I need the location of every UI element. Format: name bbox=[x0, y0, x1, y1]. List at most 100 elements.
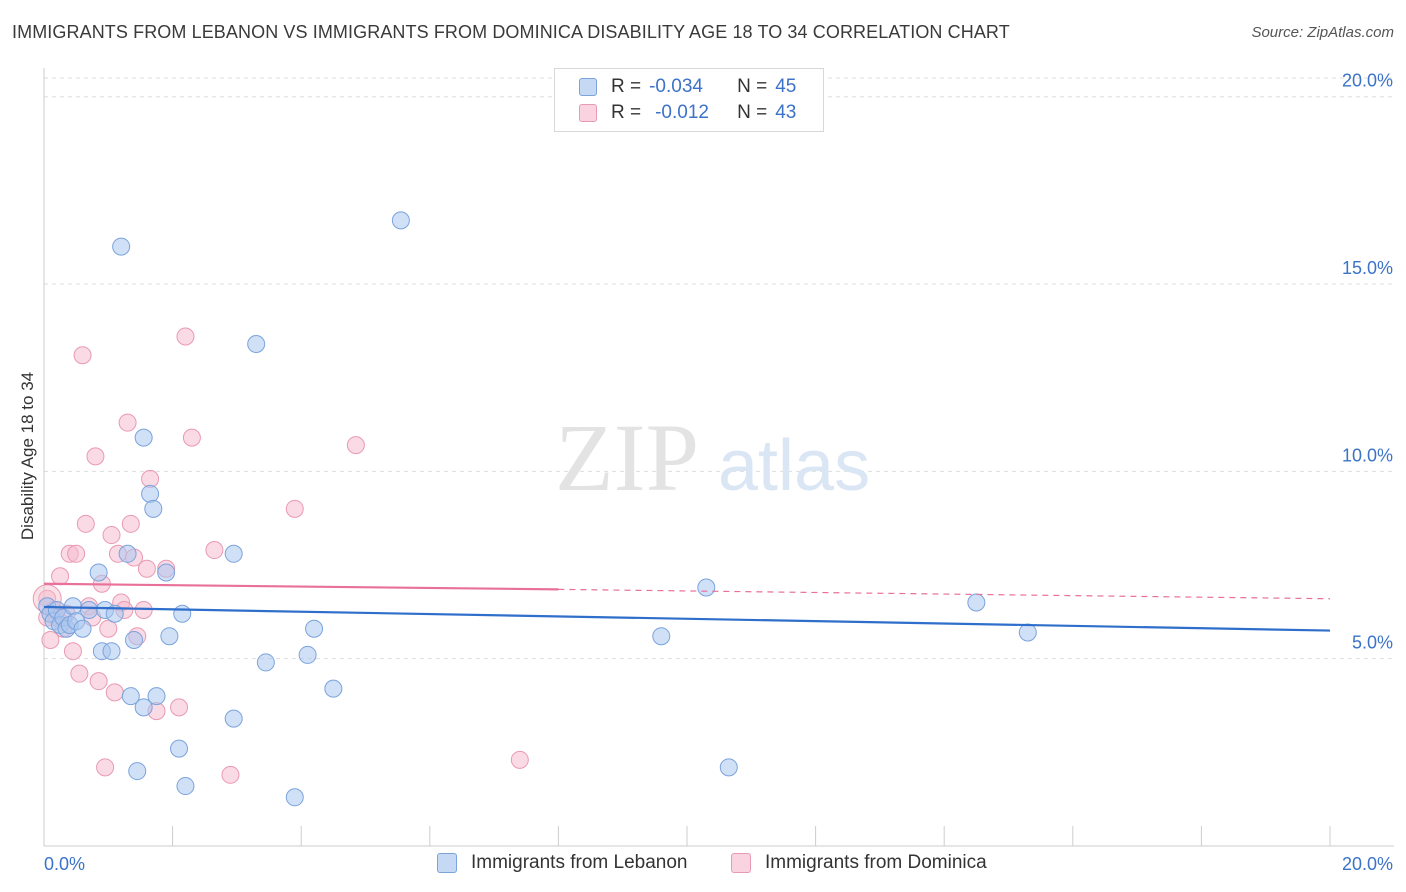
data-point-lebanon bbox=[170, 739, 189, 758]
data-point-lebanon bbox=[105, 604, 124, 623]
data-point-lebanon bbox=[112, 237, 131, 256]
lebanon-swatch bbox=[579, 78, 597, 96]
data-point-lebanon bbox=[134, 428, 153, 447]
r-value: -0.012 bbox=[655, 102, 709, 123]
axes bbox=[43, 68, 1394, 847]
data-point-dominica bbox=[285, 499, 304, 518]
data-point-dominica bbox=[221, 765, 240, 784]
data-point-lebanon bbox=[125, 630, 144, 649]
data-point-lebanon bbox=[224, 544, 243, 563]
legend-item-dominica[interactable]: Immigrants from Dominica bbox=[731, 852, 987, 874]
data-point-lebanon bbox=[89, 563, 108, 582]
n-label: N = bbox=[737, 76, 768, 97]
data-point-lebanon bbox=[391, 211, 410, 230]
data-point-dominica bbox=[67, 544, 86, 563]
series-dominica-points bbox=[32, 327, 529, 784]
x-tick-label: 0.0% bbox=[44, 854, 85, 874]
data-point-dominica bbox=[205, 541, 224, 560]
data-point-lebanon bbox=[147, 687, 166, 706]
data-point-lebanon bbox=[285, 788, 304, 807]
data-point-lebanon bbox=[305, 619, 324, 638]
source-label: Source: ZipAtlas.com bbox=[1251, 24, 1394, 41]
data-point-dominica bbox=[63, 642, 82, 661]
data-point-dominica bbox=[86, 447, 105, 466]
data-point-lebanon bbox=[967, 593, 986, 612]
data-point-dominica bbox=[346, 436, 365, 455]
n-value: 43 bbox=[775, 102, 797, 123]
y-tick-label: 10.0% bbox=[1342, 445, 1393, 465]
series-lebanon-points bbox=[38, 211, 1037, 807]
data-point-dominica bbox=[118, 413, 137, 432]
data-point-lebanon bbox=[176, 777, 195, 796]
data-point-lebanon bbox=[324, 679, 343, 698]
chart-legend: Immigrants from Lebanon Immigrants from … bbox=[0, 852, 1406, 876]
n-value: 45 bbox=[775, 76, 797, 97]
data-point-dominica bbox=[105, 683, 124, 702]
data-point-dominica bbox=[41, 630, 60, 649]
data-point-dominica bbox=[73, 346, 92, 365]
data-point-lebanon bbox=[247, 334, 266, 353]
data-point-lebanon bbox=[256, 653, 275, 672]
y-tick-label: 15.0% bbox=[1342, 258, 1393, 278]
data-point-lebanon bbox=[63, 597, 82, 616]
data-point-lebanon bbox=[157, 563, 176, 582]
data-point-lebanon bbox=[144, 499, 163, 518]
watermark-atlas: atlas bbox=[718, 426, 870, 506]
y-tick-label: 5.0% bbox=[1352, 633, 1393, 653]
r-label: R = bbox=[611, 102, 642, 123]
data-point-lebanon bbox=[141, 484, 160, 503]
data-point-lebanon bbox=[73, 619, 92, 638]
legend-swatch-dominica bbox=[731, 853, 751, 873]
legend-label-dominica: Immigrants from Dominica bbox=[765, 852, 987, 873]
data-point-lebanon bbox=[173, 604, 192, 623]
data-point-lebanon bbox=[697, 578, 716, 597]
trend-lines bbox=[43, 582, 1331, 632]
data-point-lebanon bbox=[134, 698, 153, 717]
data-point-dominica bbox=[99, 619, 118, 638]
data-point-dominica bbox=[137, 559, 156, 578]
stats-row-dominica: R = -0.012 N = 43 bbox=[579, 101, 796, 125]
data-point-dominica bbox=[141, 469, 160, 488]
trend-line-lebanon bbox=[43, 605, 1331, 632]
trend-line-dominica bbox=[43, 582, 559, 591]
watermark: ZIP atlas bbox=[555, 404, 870, 511]
n-label: N = bbox=[737, 102, 768, 123]
x-tick-label: 20.0% bbox=[1342, 854, 1393, 874]
data-point-dominica bbox=[182, 428, 201, 447]
data-point-lebanon bbox=[102, 642, 121, 661]
data-point-dominica bbox=[176, 327, 195, 346]
data-point-lebanon bbox=[80, 600, 99, 619]
data-point-lebanon bbox=[118, 544, 137, 563]
watermark-zip: ZIP bbox=[555, 404, 699, 511]
data-point-lebanon bbox=[298, 645, 317, 664]
data-point-dominica bbox=[70, 664, 89, 683]
data-point-dominica bbox=[89, 672, 108, 691]
chart-title: IMMIGRANTS FROM LEBANON VS IMMIGRANTS FR… bbox=[12, 22, 1010, 42]
data-point-dominica bbox=[96, 758, 115, 777]
y-tick-label: 20.0% bbox=[1342, 71, 1393, 91]
data-point-dominica bbox=[510, 750, 529, 769]
grid-lines bbox=[44, 77, 1394, 660]
data-point-dominica bbox=[51, 567, 70, 586]
stats-row-lebanon: R = -0.034 N = 45 bbox=[579, 75, 796, 99]
trend-line-dominica-extrapolated bbox=[558, 588, 1331, 600]
tick-labels: 5.0% 10.0% 15.0% 20.0% 0.0% 20.0% bbox=[44, 71, 1393, 874]
data-point-dominica bbox=[170, 698, 189, 717]
dominica-swatch bbox=[579, 104, 597, 122]
legend-item-lebanon[interactable]: Immigrants from Lebanon bbox=[437, 852, 688, 874]
r-label: R = bbox=[611, 76, 642, 97]
data-point-dominica bbox=[121, 514, 140, 533]
data-point-dominica bbox=[76, 514, 95, 533]
correlation-stats-box: R = -0.034 N = 45 R = -0.012 N = 43 bbox=[554, 68, 824, 132]
data-point-lebanon bbox=[1018, 623, 1037, 642]
data-point-lebanon bbox=[121, 687, 140, 706]
data-point-lebanon bbox=[719, 758, 738, 777]
data-point-lebanon bbox=[128, 762, 147, 781]
data-point-lebanon bbox=[652, 627, 671, 646]
r-value: -0.034 bbox=[649, 76, 703, 97]
data-point-lebanon bbox=[160, 627, 179, 646]
y-axis-label: Disability Age 18 to 34 bbox=[18, 372, 37, 540]
legend-label-lebanon: Immigrants from Lebanon bbox=[471, 852, 688, 873]
data-point-dominica bbox=[102, 526, 121, 545]
